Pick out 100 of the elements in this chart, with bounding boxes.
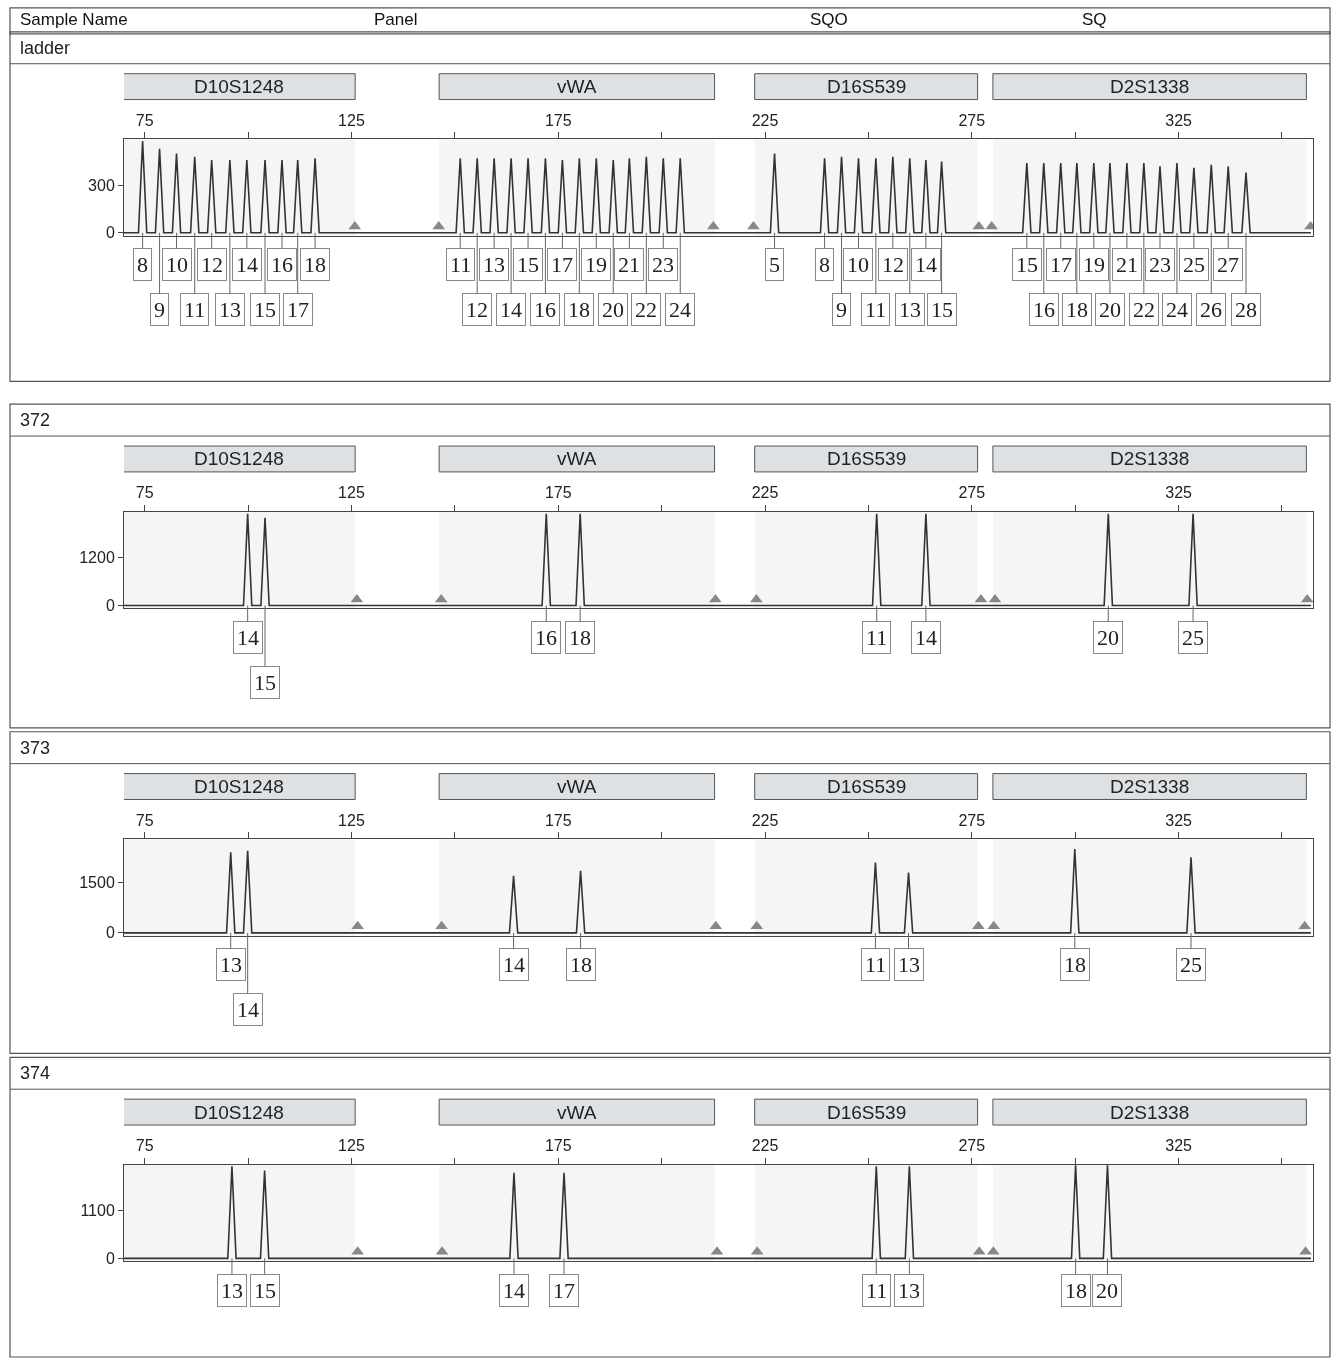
annotation: 14	[503, 1278, 525, 1303]
x-tick-label: 225	[751, 811, 779, 829]
band-label: D2S1338	[1110, 1102, 1190, 1123]
x-tick-label: 325	[1165, 484, 1193, 502]
annotation: 21	[1116, 252, 1138, 277]
annotation: 24	[669, 297, 691, 322]
band-label: D10S1248	[194, 1102, 284, 1123]
chart-title: ladder	[20, 38, 71, 58]
x-tick-label: 75	[135, 811, 154, 829]
annotation: 11	[865, 952, 887, 977]
y-tick-label: 0	[105, 924, 115, 942]
annotation: 13	[899, 297, 921, 322]
y-tick-label: 1100	[80, 1201, 115, 1219]
annotation: 15	[517, 252, 539, 277]
band-label: vWA	[557, 1102, 597, 1123]
annotation: 13	[220, 952, 242, 977]
annotation: 14	[915, 625, 937, 650]
annotation: 26	[1200, 297, 1222, 322]
annotation: 13	[898, 952, 920, 977]
text: Sample Name	[20, 10, 128, 29]
annotation: 24	[1166, 297, 1188, 322]
band-label: D16S539	[827, 448, 907, 469]
band-label: D2S1338	[1110, 776, 1190, 797]
annotation: 22	[635, 297, 657, 322]
band-label: vWA	[557, 448, 597, 469]
annotation: 20	[1099, 297, 1121, 322]
x-tick-label: 225	[751, 484, 779, 502]
annotation: 13	[898, 1278, 920, 1303]
y-tick-label: 0	[105, 1249, 115, 1267]
annotation: 22	[1133, 297, 1155, 322]
annotation: 8	[819, 252, 830, 277]
y-tick-label: 0	[105, 597, 115, 615]
x-tick-label: 275	[958, 1137, 986, 1155]
band-label: D16S539	[827, 776, 907, 797]
x-tick-label: 75	[135, 1137, 154, 1155]
annotation: 9	[836, 297, 847, 322]
annotation: 11	[866, 1278, 888, 1303]
annotation: 28	[1235, 297, 1257, 322]
x-tick-label: 125	[338, 484, 365, 502]
x-tick-label: 175	[544, 111, 572, 129]
y-tick-label: 0	[105, 224, 115, 242]
annotation: 5	[769, 252, 780, 277]
band-label: D10S1248	[194, 448, 284, 469]
annotation: 11	[450, 252, 472, 277]
x-tick-label: 75	[135, 484, 154, 502]
annotation: 17	[287, 297, 309, 322]
annotation: 20	[1097, 625, 1119, 650]
chart-title: 373	[20, 738, 51, 758]
annotation: 13	[221, 1278, 243, 1303]
annotation: 17	[553, 1278, 575, 1303]
annotation: 16	[534, 297, 556, 322]
text: SQ	[1082, 10, 1107, 29]
annotation: 10	[847, 252, 869, 277]
annotation: 16	[271, 252, 293, 277]
annotation: 19	[1083, 252, 1105, 277]
annotation: 16	[535, 625, 557, 650]
annotation: 16	[1033, 297, 1055, 322]
annotation: 18	[568, 297, 590, 322]
x-tick-label: 325	[1165, 811, 1193, 829]
annotation: 20	[602, 297, 624, 322]
annotation: 25	[1180, 952, 1202, 977]
annotation: 18	[569, 625, 591, 650]
annotation: 12	[882, 252, 904, 277]
annotation: 17	[1050, 252, 1072, 277]
annotation: 25	[1182, 625, 1204, 650]
x-tick-label: 175	[544, 811, 572, 829]
chart-title: 372	[20, 410, 51, 430]
x-tick-label: 175	[544, 1137, 572, 1155]
annotation: 15	[254, 1278, 276, 1303]
text: Panel	[374, 10, 418, 29]
x-tick-label: 275	[958, 111, 986, 129]
annotation: 25	[1183, 252, 1205, 277]
y-tick-label: 300	[88, 176, 115, 194]
annotation: 18	[1064, 952, 1086, 977]
annotation: 15	[931, 297, 953, 322]
annotation: 19	[585, 252, 607, 277]
y-tick-label: 1500	[79, 874, 115, 892]
annotation: 18	[570, 952, 592, 977]
annotation: 13	[483, 252, 505, 277]
annotation: 11	[865, 297, 887, 322]
annotation: 14	[500, 297, 522, 322]
annotation: 14	[236, 252, 258, 277]
annotation: 23	[652, 252, 674, 277]
annotation: 10	[166, 252, 188, 277]
annotation: 11	[184, 297, 206, 322]
annotation: 9	[154, 297, 165, 322]
x-tick-label: 125	[338, 811, 365, 829]
annotation: 18	[1066, 297, 1088, 322]
annotation: 13	[219, 297, 241, 322]
annotation: 15	[1016, 252, 1038, 277]
annotation: 14	[915, 252, 937, 277]
band-label: D2S1338	[1110, 448, 1190, 469]
y-tick-label: 1200	[79, 548, 115, 566]
x-tick-label: 75	[135, 111, 154, 129]
annotation: 14	[503, 952, 525, 977]
annotation: 12	[201, 252, 223, 277]
band-label: D16S539	[827, 1102, 907, 1123]
annotation: 12	[466, 297, 488, 322]
x-tick-label: 275	[958, 484, 986, 502]
annotation: 18	[1065, 1278, 1087, 1303]
